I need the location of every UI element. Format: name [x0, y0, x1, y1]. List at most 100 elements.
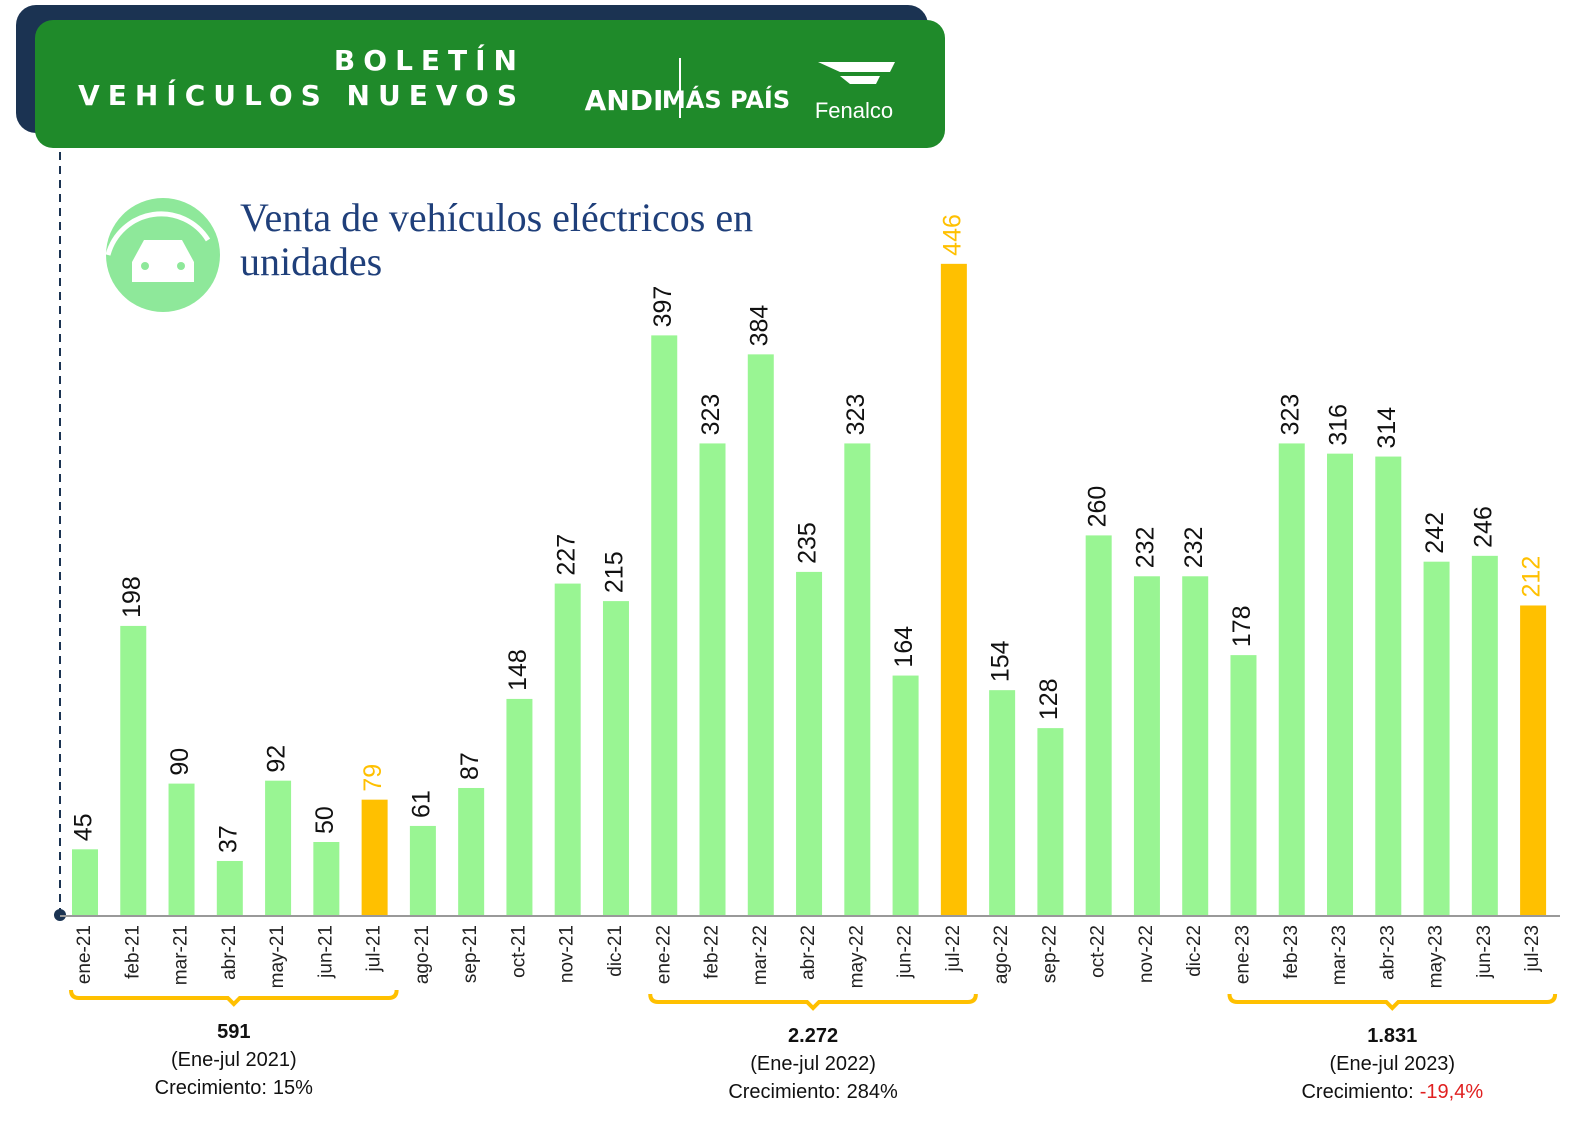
header-banner [35, 20, 945, 148]
bar [796, 571, 823, 915]
value-label: 178 [1228, 605, 1256, 647]
growth-label: Crecimiento: [1301, 1081, 1413, 1103]
x-tick-label: dic-22 [1184, 925, 1205, 977]
growth-label: Crecimiento: [728, 1081, 840, 1103]
value-label: 164 [890, 626, 918, 668]
value-label: 37 [214, 825, 242, 853]
header-title: VEHÍCULOS NUEVOS [78, 78, 525, 112]
value-label: 128 [1035, 678, 1063, 720]
x-tick-label: mar-21 [171, 925, 192, 985]
bar [940, 263, 967, 916]
bar [1375, 456, 1402, 915]
bar [265, 780, 292, 915]
logo: Fenalco [815, 98, 893, 123]
value-label: 154 [987, 640, 1015, 682]
value-label: 198 [118, 576, 146, 618]
x-tick-label: mar-22 [750, 925, 771, 985]
value-label: 235 [794, 522, 822, 564]
summary-period: (Ene-jul 2021) [171, 1049, 297, 1071]
bar [1230, 655, 1257, 915]
bar [1471, 555, 1498, 915]
bar [361, 799, 388, 915]
x-tick-label: feb-22 [702, 925, 723, 979]
value-label: 314 [1373, 407, 1401, 449]
value-label: 384 [745, 305, 773, 347]
bar [844, 443, 871, 915]
icon-car-light [141, 262, 149, 270]
x-tick-label: ene-22 [653, 925, 674, 984]
value-label: 260 [1083, 486, 1111, 528]
x-tick-label: abr-23 [1377, 925, 1398, 980]
x-tick-label: dic-21 [605, 925, 626, 977]
icon-car [132, 240, 194, 282]
bar [699, 443, 726, 915]
bar [458, 787, 485, 915]
value-label: 90 [166, 748, 194, 776]
bar [602, 601, 629, 915]
value-label: 246 [1469, 506, 1497, 548]
x-tick-label: jul-23 [1522, 925, 1543, 972]
summary-growth: Crecimiento: 284% [728, 1081, 898, 1103]
bracket [1227, 993, 1558, 1011]
value-label: 232 [1180, 527, 1208, 569]
x-tick-label: may-23 [1426, 925, 1447, 988]
x-tick-label: oct-22 [1088, 925, 1109, 978]
bar [892, 675, 919, 915]
summary-total: 2.272 [788, 1025, 838, 1047]
bar [313, 842, 340, 915]
x-tick-label: sep-21 [460, 925, 481, 983]
growth-value: -19,4% [1420, 1081, 1484, 1103]
bar [1085, 535, 1112, 915]
logo: ANDI [585, 84, 664, 117]
icon-arc [105, 211, 211, 256]
chart-title: Venta de vehículos eléctricos en unidade… [240, 195, 754, 284]
bar [120, 625, 147, 915]
bracket [69, 989, 399, 1007]
bar [506, 698, 533, 915]
bar [409, 825, 436, 915]
bar [1278, 443, 1305, 915]
bar [72, 849, 98, 915]
x-tick-label: sep-22 [1039, 925, 1060, 983]
icon-car-light [177, 262, 185, 270]
bar [1327, 453, 1354, 915]
value-label: 92 [263, 745, 291, 773]
value-label: 148 [504, 649, 532, 691]
value-label: 316 [1325, 404, 1353, 446]
value-label: 50 [311, 806, 339, 834]
summary-period: (Ene-jul 2023) [1329, 1053, 1455, 1075]
value-label: 215 [601, 551, 629, 593]
value-label: 227 [552, 534, 580, 576]
x-tick-label: jun-21 [315, 925, 336, 979]
value-label: 61 [407, 790, 435, 818]
x-tick-label: feb-21 [122, 925, 143, 979]
summary-total: 1.831 [1367, 1025, 1417, 1047]
summary-growth: Crecimiento: 15% [155, 1077, 314, 1099]
value-label: 79 [359, 764, 387, 792]
growth-label: Crecimiento: [155, 1077, 267, 1099]
x-tick-label: abr-21 [219, 925, 240, 980]
x-tick-label: ago-21 [412, 925, 433, 984]
growth-value: 15% [273, 1077, 313, 1099]
bar [554, 583, 581, 915]
x-tick-label: may-22 [846, 925, 867, 988]
bar [989, 690, 1016, 915]
value-label: 212 [1518, 556, 1546, 598]
x-tick-label: feb-23 [1281, 925, 1302, 979]
x-tick-label: nov-21 [557, 925, 578, 983]
x-tick-label: oct-21 [508, 925, 529, 978]
bar [1423, 561, 1450, 915]
bar [1133, 576, 1160, 915]
growth-value: 284% [847, 1081, 898, 1103]
x-tick-label: abr-22 [798, 925, 819, 980]
value-label: 397 [649, 286, 677, 328]
bracket [648, 993, 978, 1011]
x-tick-label: ene-21 [74, 925, 95, 984]
value-label: 242 [1421, 512, 1449, 554]
bar [216, 860, 243, 915]
x-tick-label: jul-22 [943, 925, 964, 972]
value-label: 87 [456, 752, 484, 780]
summary-period: (Ene-jul 2022) [750, 1053, 876, 1075]
